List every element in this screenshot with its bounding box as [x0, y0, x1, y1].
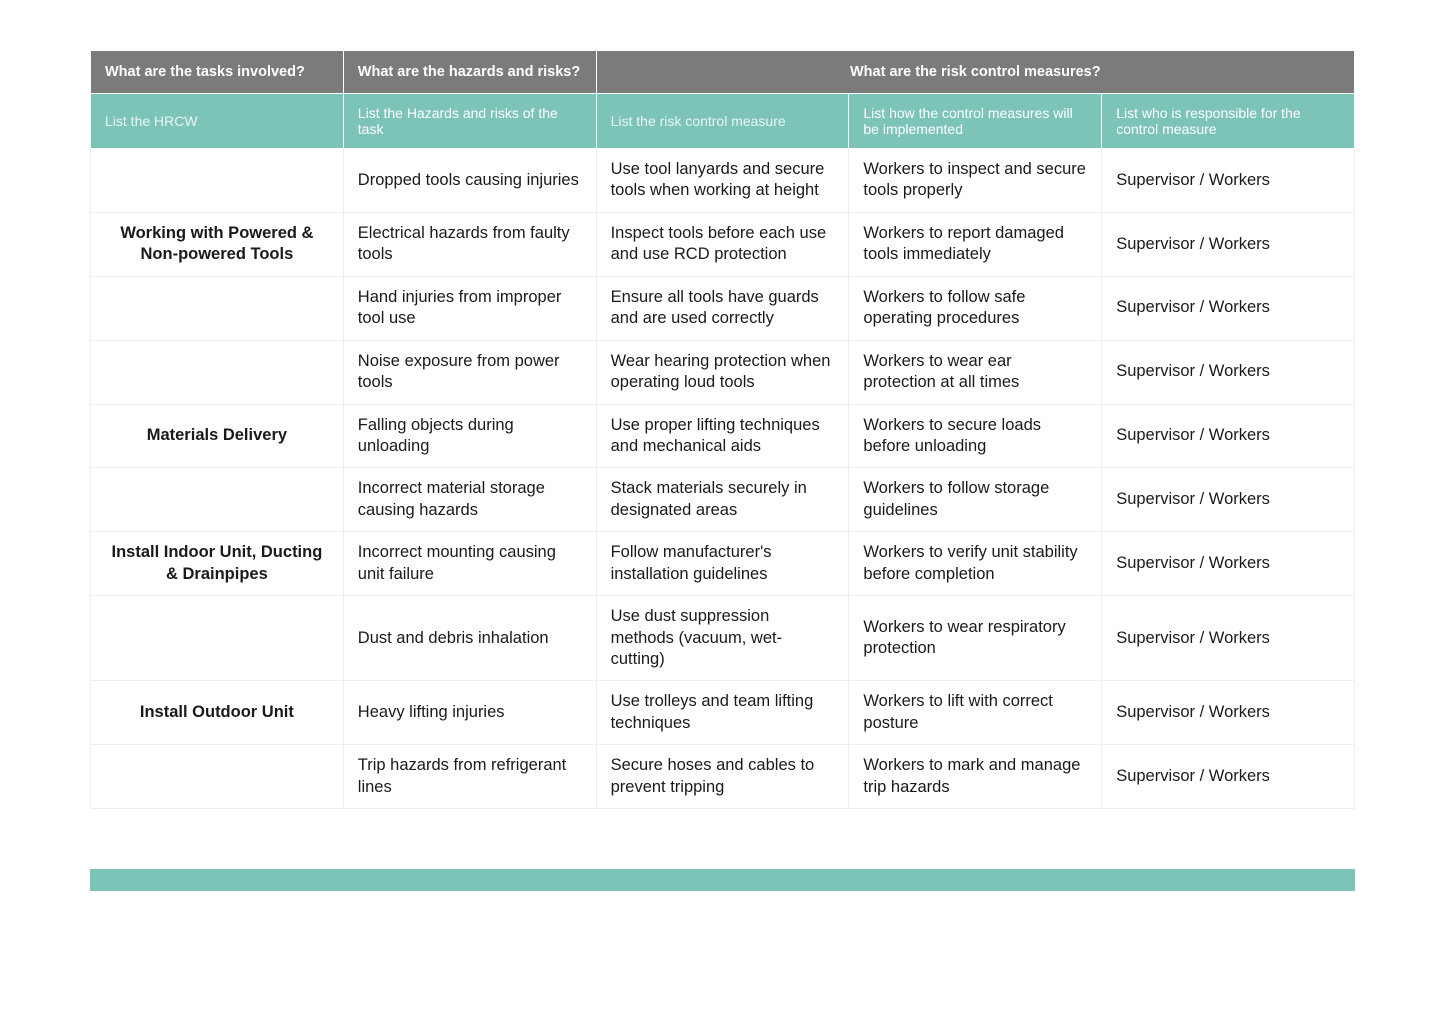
cell-implement: Workers to wear ear protection at all ti…: [849, 340, 1102, 404]
table-row: Incorrect material storage causing hazar…: [91, 468, 1355, 532]
table-row: Dust and debris inhalation Use dust supp…: [91, 596, 1355, 681]
cell-task: [91, 340, 344, 404]
cell-implement: Workers to inspect and secure tools prop…: [849, 149, 1102, 213]
table-row: Install Outdoor Unit Heavy lifting injur…: [91, 681, 1355, 745]
cell-control: Wear hearing protection when operating l…: [596, 340, 849, 404]
cell-task: [91, 149, 344, 213]
cell-implement: Workers to mark and manage trip hazards: [849, 745, 1102, 809]
cell-control: Use tool lanyards and secure tools when …: [596, 149, 849, 213]
cell-control: Inspect tools before each use and use RC…: [596, 212, 849, 276]
subheader-control: List the risk control measure: [596, 94, 849, 149]
cell-task: Materials Delivery: [91, 404, 344, 468]
cell-responsible: Supervisor / Workers: [1102, 681, 1355, 745]
table-row: Trip hazards from refrigerant lines Secu…: [91, 745, 1355, 809]
cell-hazard: Heavy lifting injuries: [343, 681, 596, 745]
cell-control: Use dust suppression methods (vacuum, we…: [596, 596, 849, 681]
cell-control: Use trolleys and team lifting techniques: [596, 681, 849, 745]
cell-implement: Workers to wear respiratory protection: [849, 596, 1102, 681]
cell-task: [91, 276, 344, 340]
cell-hazard: Noise exposure from power tools: [343, 340, 596, 404]
cell-responsible: Supervisor / Workers: [1102, 404, 1355, 468]
table-row: Install Indoor Unit, Ducting & Drainpipe…: [91, 532, 1355, 596]
table-body: Dropped tools causing injuries Use tool …: [91, 149, 1355, 809]
cell-task: [91, 596, 344, 681]
cell-responsible: Supervisor / Workers: [1102, 340, 1355, 404]
cell-implement: Workers to follow safe operating procedu…: [849, 276, 1102, 340]
table-row: Working with Powered & Non-powered Tools…: [91, 212, 1355, 276]
table-row: Hand injuries from improper tool use Ens…: [91, 276, 1355, 340]
cell-control: Use proper lifting techniques and mechan…: [596, 404, 849, 468]
cell-hazard: Dropped tools causing injuries: [343, 149, 596, 213]
risk-control-table: What are the tasks involved? What are th…: [90, 50, 1355, 809]
cell-responsible: Supervisor / Workers: [1102, 149, 1355, 213]
cell-implement: Workers to verify unit stability before …: [849, 532, 1102, 596]
cell-task: Working with Powered & Non-powered Tools: [91, 212, 344, 276]
cell-hazard: Falling objects during unloading: [343, 404, 596, 468]
table-row: Noise exposure from power tools Wear hea…: [91, 340, 1355, 404]
header-controls: What are the risk control measures?: [596, 51, 1354, 94]
table-header-row-2: List the HRCW List the Hazards and risks…: [91, 94, 1355, 149]
subheader-implement: List how the control measures will be im…: [849, 94, 1102, 149]
cell-task: [91, 468, 344, 532]
cell-implement: Workers to report damaged tools immediat…: [849, 212, 1102, 276]
cell-control: Follow manufacturer's installation guide…: [596, 532, 849, 596]
footer-band: [90, 869, 1355, 891]
table-header-row-1: What are the tasks involved? What are th…: [91, 51, 1355, 94]
cell-responsible: Supervisor / Workers: [1102, 276, 1355, 340]
subheader-responsible: List who is responsible for the control …: [1102, 94, 1355, 149]
table-row: Dropped tools causing injuries Use tool …: [91, 149, 1355, 213]
cell-responsible: Supervisor / Workers: [1102, 468, 1355, 532]
cell-responsible: Supervisor / Workers: [1102, 745, 1355, 809]
cell-task: [91, 745, 344, 809]
cell-hazard: Incorrect material storage causing hazar…: [343, 468, 596, 532]
cell-implement: Workers to secure loads before unloading: [849, 404, 1102, 468]
cell-responsible: Supervisor / Workers: [1102, 532, 1355, 596]
cell-hazard: Dust and debris inhalation: [343, 596, 596, 681]
subheader-hazards: List the Hazards and risks of the task: [343, 94, 596, 149]
cell-responsible: Supervisor / Workers: [1102, 212, 1355, 276]
subheader-hrcw: List the HRCW: [91, 94, 344, 149]
header-tasks: What are the tasks involved?: [91, 51, 344, 94]
cell-implement: Workers to lift with correct posture: [849, 681, 1102, 745]
cell-hazard: Trip hazards from refrigerant lines: [343, 745, 596, 809]
cell-task: Install Indoor Unit, Ducting & Drainpipe…: [91, 532, 344, 596]
cell-control: Ensure all tools have guards and are use…: [596, 276, 849, 340]
cell-responsible: Supervisor / Workers: [1102, 596, 1355, 681]
cell-control: Stack materials securely in designated a…: [596, 468, 849, 532]
cell-hazard: Electrical hazards from faulty tools: [343, 212, 596, 276]
cell-hazard: Hand injuries from improper tool use: [343, 276, 596, 340]
table-row: Materials Delivery Falling objects durin…: [91, 404, 1355, 468]
cell-control: Secure hoses and cables to prevent tripp…: [596, 745, 849, 809]
cell-hazard: Incorrect mounting causing unit failure: [343, 532, 596, 596]
cell-task: Install Outdoor Unit: [91, 681, 344, 745]
cell-implement: Workers to follow storage guidelines: [849, 468, 1102, 532]
header-hazards: What are the hazards and risks?: [343, 51, 596, 94]
